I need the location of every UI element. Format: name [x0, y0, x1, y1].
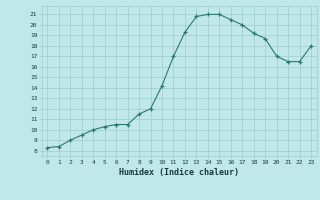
X-axis label: Humidex (Indice chaleur): Humidex (Indice chaleur)	[119, 168, 239, 177]
